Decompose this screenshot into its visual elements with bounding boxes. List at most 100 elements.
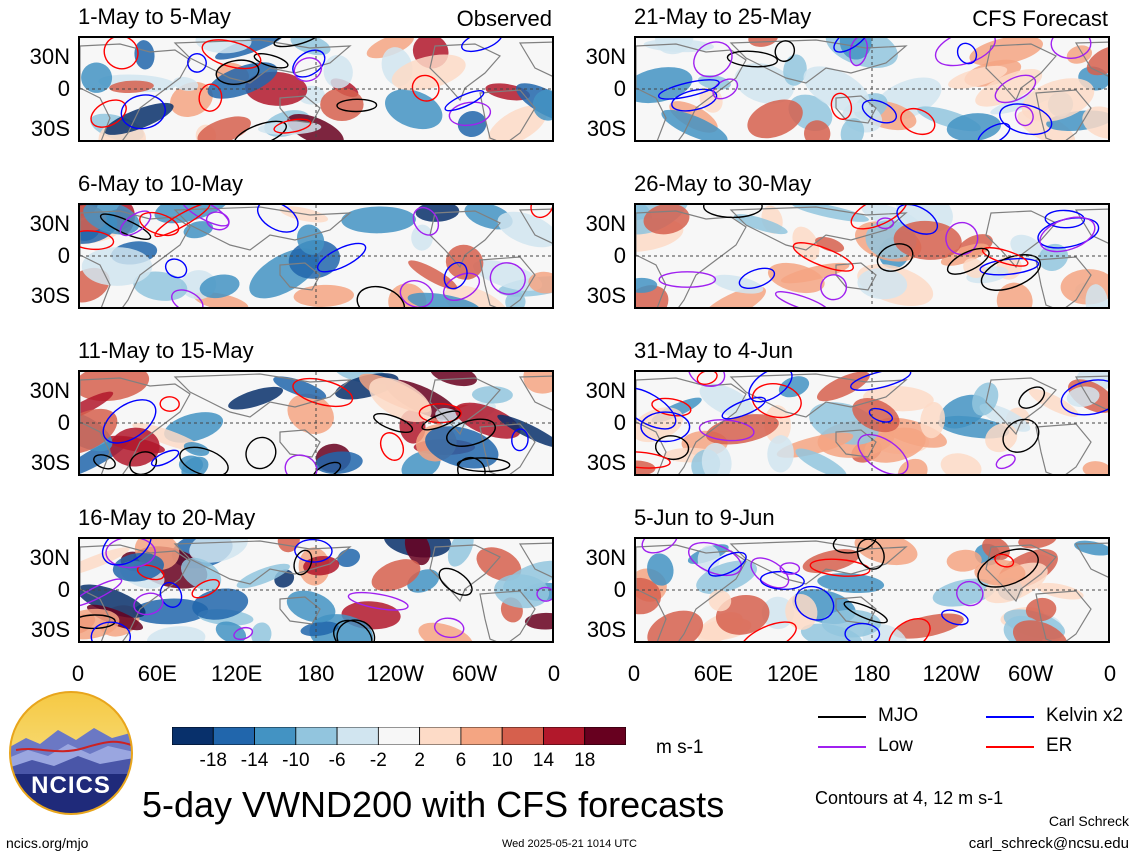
lon-label: 60E (137, 661, 177, 686)
anomaly-shade (1038, 243, 1069, 271)
anomaly-map (80, 539, 552, 641)
anomaly-shade (946, 113, 1001, 140)
wave-contour (980, 254, 1042, 291)
anomaly-shade (893, 220, 962, 260)
wave-contour (536, 586, 552, 602)
colorbar-swatch (419, 726, 462, 746)
anomaly-shade (767, 262, 825, 294)
wave-contour (856, 539, 885, 570)
lon-label: 60E (693, 661, 733, 686)
anomaly-shade (80, 372, 150, 402)
wave-contour (651, 397, 692, 417)
anomaly-shade (81, 62, 113, 93)
anomaly-shade (418, 622, 474, 641)
wave-contour (792, 242, 854, 272)
wave-contour (438, 567, 473, 596)
wave-contour (671, 88, 718, 112)
author-email[interactable]: carl_schreck@ncsu.edu (968, 835, 1129, 852)
wave-contour (105, 539, 156, 569)
anomaly-shade (1082, 106, 1108, 139)
colorbar-tick: 10 (491, 750, 513, 771)
anomaly-shade (996, 282, 1033, 307)
coastline (80, 544, 191, 641)
lat-label: 30N (585, 378, 626, 403)
wave-contour (171, 289, 204, 307)
lat-label: 30N (585, 545, 626, 570)
anomaly-shade (734, 63, 794, 104)
wave-contour (164, 258, 188, 279)
wave-contour (956, 580, 984, 607)
coastline (429, 43, 501, 102)
wave-contour (1039, 216, 1096, 253)
wave-contour (412, 206, 440, 236)
coastline (1074, 41, 1108, 77)
wave-contour (99, 213, 152, 240)
lat-label: 0 (613, 76, 626, 101)
wave-contour (198, 83, 223, 112)
wave-contour (994, 74, 1037, 104)
anomaly-shade (199, 274, 240, 299)
anomaly-shade (476, 547, 522, 582)
lat-label: 0 (57, 243, 70, 268)
wave-contour (379, 432, 405, 461)
wave-contour (688, 541, 742, 577)
wave-contour (868, 407, 894, 423)
anomaly-shade (290, 38, 331, 56)
anomaly-shade (81, 247, 153, 286)
lat-label: 30S (30, 617, 70, 642)
panel-title: 21-May to 25-May (634, 4, 812, 29)
anomaly-shade (636, 67, 693, 104)
anomaly-shade (215, 621, 247, 641)
panel-title: 6-May to 10-May (78, 171, 244, 196)
wave-contour (707, 551, 747, 577)
wave-contour (245, 436, 277, 470)
map-panel (78, 203, 554, 309)
anomaly-shade (83, 205, 140, 235)
wave-contour (696, 372, 718, 385)
anomaly-shade (505, 291, 526, 307)
colorbar-tick: -10 (282, 750, 310, 771)
anomaly-shade (705, 414, 779, 445)
anomaly-shade (897, 458, 928, 474)
wave-contour (779, 562, 801, 575)
anomaly-shade (197, 116, 251, 140)
wave-contour (461, 38, 503, 53)
anomaly-shade (778, 376, 810, 398)
anomaly-shade (369, 377, 432, 423)
wave-contour (293, 57, 323, 82)
anomaly-map (636, 539, 1108, 641)
lon-label: 60W (1008, 661, 1054, 686)
anomaly-shade (146, 626, 206, 641)
wave-contour (284, 454, 318, 474)
wave-contour (712, 78, 739, 100)
anomaly-shade (979, 403, 1031, 432)
ncics-logo-icon (9, 691, 133, 815)
wave-contour (205, 211, 230, 231)
wave-contour (273, 118, 312, 134)
anomaly-shade (761, 596, 795, 630)
coastline (636, 43, 747, 140)
wave-contour (654, 435, 690, 461)
source-url[interactable]: ncics.org/mjo (6, 835, 89, 851)
anomaly-shade (366, 38, 414, 59)
lat-label: 30S (586, 283, 626, 308)
wave-contour (857, 433, 909, 474)
coastline (80, 210, 191, 307)
colorbar-tick: 18 (574, 750, 596, 771)
contours-note: Contours at 4, 12 m s-1 (815, 788, 1004, 808)
ncics-logo[interactable]: NCICS (8, 690, 134, 816)
lon-label: 0 (71, 661, 85, 686)
anomaly-shade (287, 393, 334, 435)
wave-contour (693, 41, 733, 78)
lon-label: 0 (1103, 661, 1117, 686)
anomaly-shade (80, 408, 118, 454)
wave-contour (90, 99, 127, 128)
coastline (1035, 423, 1092, 474)
anomaly-shade (173, 76, 199, 91)
lon-label: 180 (297, 661, 335, 686)
anomaly-shade (257, 121, 322, 135)
lon-label: 180 (853, 661, 891, 686)
panel-title: 5-Jun to 9-Jun (634, 505, 775, 530)
anomaly-shade (800, 623, 863, 641)
wave-contour (433, 617, 465, 639)
